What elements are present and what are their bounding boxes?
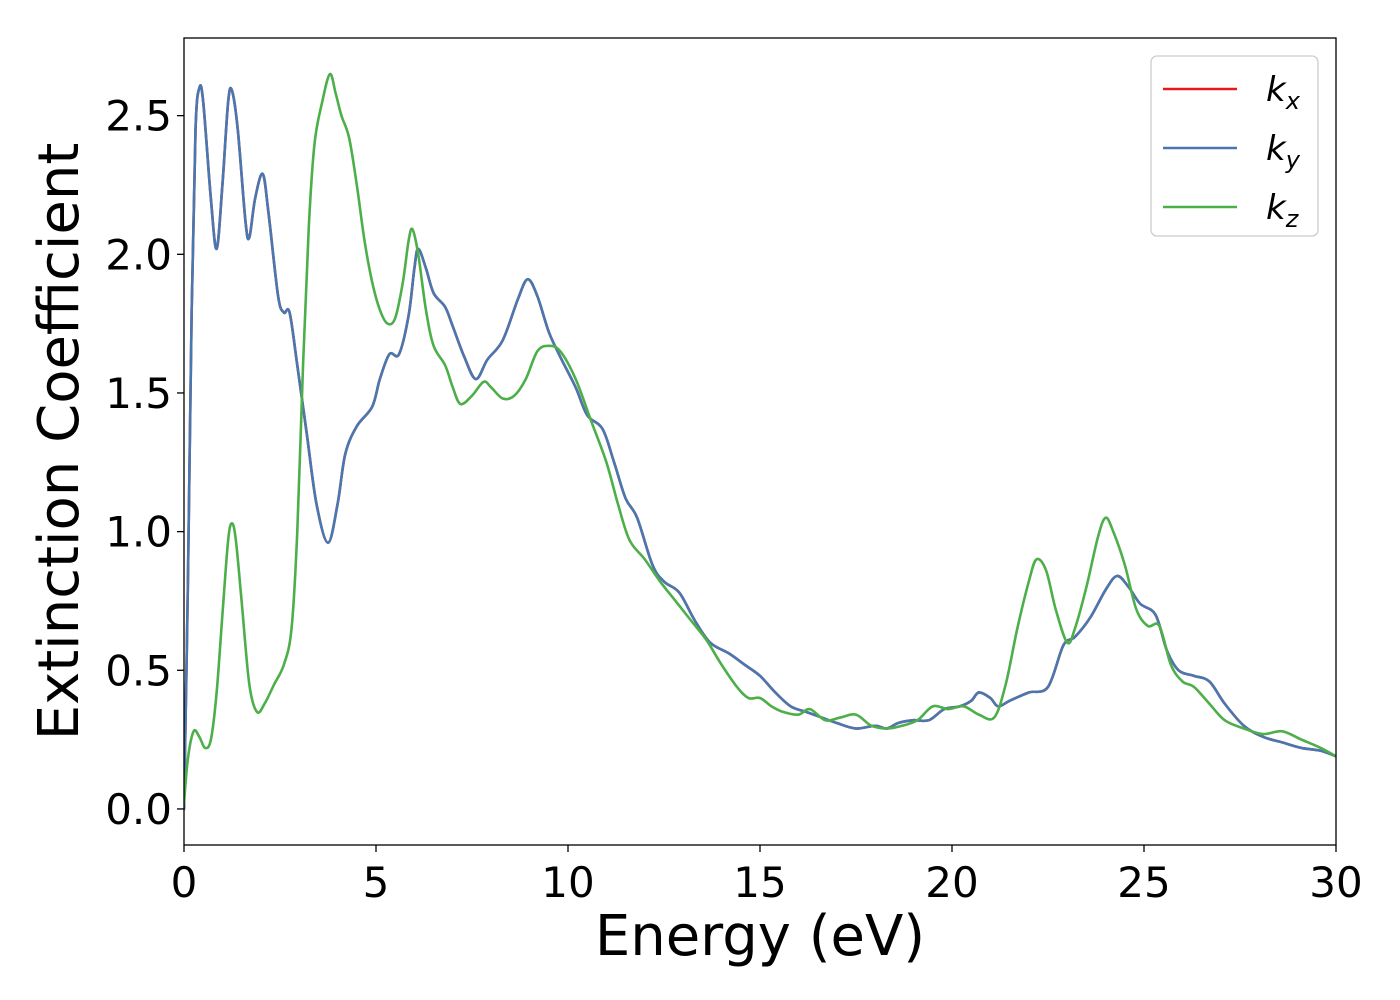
series-line-ky	[184, 84, 1336, 811]
legend-label-ky: ky	[1266, 129, 1301, 174]
plot-area	[184, 38, 1336, 845]
x-tick-label: 10	[541, 858, 594, 907]
x-tick-label: 5	[363, 858, 390, 907]
y-tick-label: 0.0	[105, 785, 172, 834]
ticks-layer: 0 5 10 15 20 25 30 0.0 0.5 1.0 1.5 2.0 2.5	[105, 92, 1363, 907]
y-tick-label: 2.5	[105, 92, 172, 141]
x-tick-label: 15	[733, 858, 786, 907]
x-tick-label: 25	[1117, 858, 1170, 907]
legend-label-kx: kx	[1266, 70, 1301, 115]
y-axis-label: Extinction Coefficient	[27, 143, 92, 741]
x-tick-label: 30	[1309, 858, 1362, 907]
x-axis-label: Energy (eV)	[595, 904, 925, 969]
x-tick-label: 20	[925, 858, 978, 907]
x-tick-label: 0	[171, 858, 198, 907]
legend-box	[1150, 55, 1319, 237]
plot-background	[184, 38, 1336, 845]
series-line-kz	[184, 72, 1336, 805]
y-tick-label: 1.0	[105, 508, 172, 557]
y-tick-label: 2.0	[105, 230, 172, 279]
y-tick-label: 1.5	[105, 369, 172, 418]
series-layer	[184, 72, 1336, 811]
legend-label-kz: kz	[1266, 188, 1300, 233]
y-tick-label: 0.5	[105, 646, 172, 695]
legend: kx ky kz	[1150, 55, 1319, 237]
